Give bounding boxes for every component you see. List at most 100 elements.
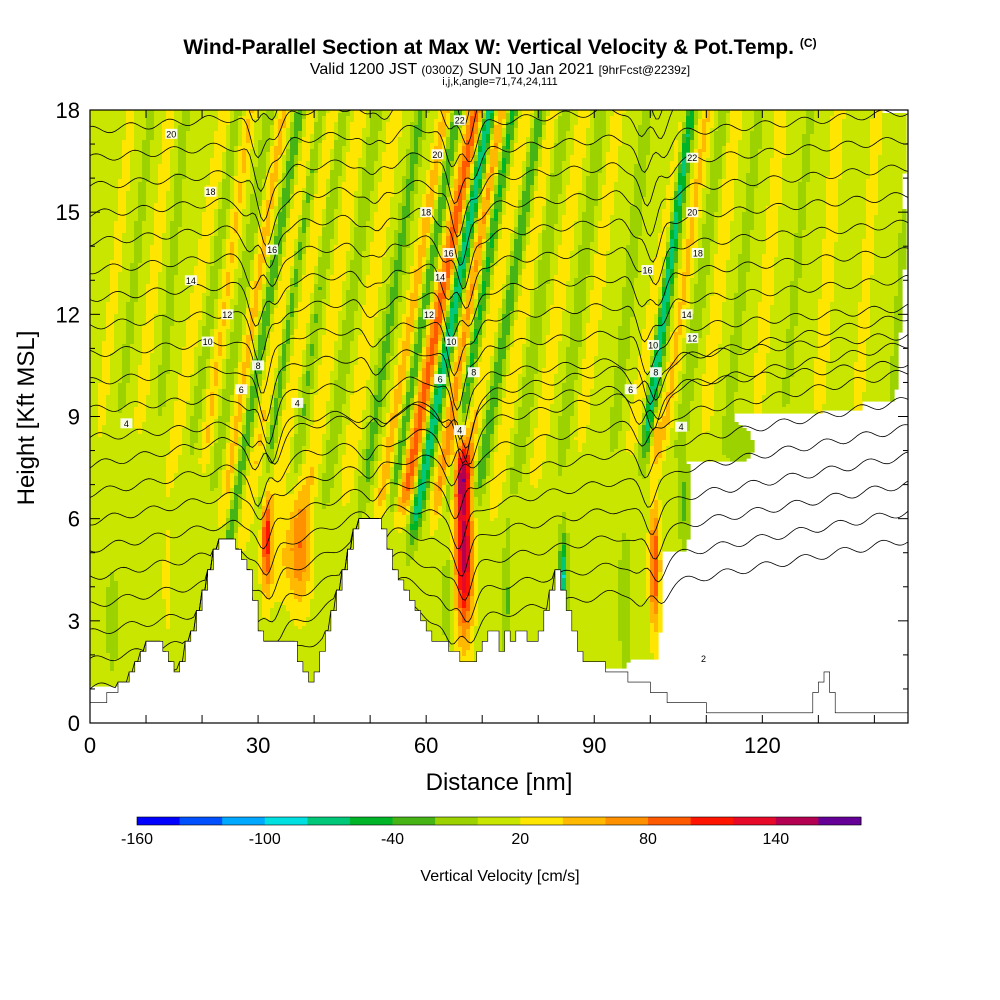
velocity-cell [238, 134, 243, 138]
velocity-cell [558, 128, 571, 132]
velocity-cell [482, 119, 487, 123]
velocity-cell [290, 134, 295, 138]
velocity-cell [870, 128, 883, 132]
velocity-cell [742, 122, 755, 126]
velocity-cell [322, 125, 327, 129]
velocity-cell [718, 128, 727, 132]
velocity-cell [698, 113, 703, 117]
velocity-cell [470, 113, 475, 117]
velocity-cell [686, 116, 695, 120]
velocity-cell [506, 113, 511, 117]
velocity-cell [510, 119, 515, 123]
velocity-cell [326, 125, 335, 129]
velocity-cell [558, 122, 571, 126]
velocity-cell [166, 116, 175, 120]
velocity-cell [690, 131, 695, 135]
velocity-cell [234, 119, 239, 123]
velocity-cell [274, 119, 279, 123]
velocity-cell [350, 122, 367, 126]
velocity-cell [174, 110, 183, 114]
velocity-cell [486, 128, 491, 132]
velocity-cell [842, 128, 871, 132]
velocity-cell [162, 122, 175, 126]
velocity-cell [606, 131, 611, 135]
velocity-cell [754, 125, 763, 129]
velocity-cell [370, 116, 383, 120]
velocity-cell [706, 110, 711, 114]
velocity-cell [590, 119, 595, 123]
velocity-cell [710, 113, 715, 117]
velocity-cell [346, 116, 355, 120]
velocity-cell [774, 119, 787, 123]
velocity-cell [554, 128, 559, 132]
velocity-cell [462, 128, 467, 132]
velocity-cell [298, 110, 303, 114]
velocity-cell [466, 116, 471, 120]
velocity-cell [126, 119, 135, 123]
velocity-cell [230, 128, 239, 132]
velocity-cell [786, 110, 807, 114]
velocity-cell [426, 122, 435, 126]
velocity-cell [686, 110, 691, 114]
velocity-cell [506, 131, 515, 135]
velocity-cell [718, 125, 727, 129]
velocity-cell [482, 116, 487, 120]
velocity-cell [274, 134, 279, 138]
velocity-cell [846, 110, 875, 114]
velocity-cell [682, 125, 687, 129]
velocity-cell [402, 131, 411, 135]
velocity-cell [726, 128, 731, 132]
velocity-cell [606, 116, 611, 120]
velocity-cell [294, 116, 303, 120]
velocity-cell [690, 113, 695, 117]
velocity-cell [874, 116, 883, 120]
velocity-cell [622, 119, 643, 123]
velocity-cell [426, 116, 439, 120]
velocity-cell [490, 122, 495, 126]
velocity-cell [438, 131, 447, 135]
velocity-cell [370, 110, 383, 114]
velocity-cell [610, 131, 623, 135]
velocity-cell [238, 128, 243, 132]
velocity-cell [622, 131, 639, 135]
velocity-cell [642, 116, 651, 120]
velocity-cell [474, 128, 479, 132]
velocity-cell [686, 125, 695, 129]
velocity-cell [338, 110, 343, 114]
velocity-cell [518, 131, 531, 135]
velocity-cell [502, 119, 507, 123]
velocity-cell [470, 110, 475, 114]
velocity-cell [166, 119, 175, 123]
velocity-cell [606, 110, 615, 114]
velocity-cell [274, 122, 279, 126]
velocity-cell [750, 131, 763, 135]
velocity-cell [186, 131, 215, 135]
velocity-cell [530, 113, 535, 117]
velocity-cell [146, 125, 155, 129]
velocity-cell [90, 128, 127, 132]
velocity-cell [426, 128, 435, 132]
velocity-cell [314, 119, 319, 123]
velocity-cell [290, 125, 295, 129]
velocity-cell [418, 122, 423, 126]
velocity-cell [366, 119, 371, 123]
velocity-cell [614, 113, 623, 117]
velocity-cell [250, 125, 255, 129]
velocity-cell [382, 128, 387, 132]
velocity-cell [386, 122, 403, 126]
velocity-cell [314, 122, 323, 126]
velocity-cell [282, 134, 287, 138]
velocity-cell [554, 131, 559, 135]
velocity-cell [718, 110, 731, 114]
velocity-cell [710, 116, 715, 120]
velocity-cell [610, 125, 623, 129]
velocity-cell [254, 131, 263, 135]
velocity-cell [166, 110, 175, 114]
velocity-cell [338, 119, 347, 123]
velocity-cell [90, 119, 127, 123]
velocity-cell [254, 128, 263, 132]
velocity-cell [422, 125, 427, 129]
velocity-cell [350, 134, 363, 138]
velocity-cell [814, 119, 831, 123]
velocity-cell [214, 134, 227, 138]
